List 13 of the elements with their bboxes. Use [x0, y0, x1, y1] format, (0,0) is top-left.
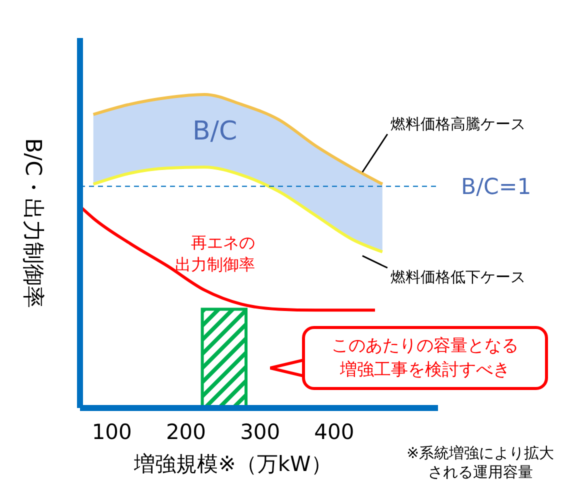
- series-label: 再エネの出力制御率: [174, 232, 256, 276]
- text: ※系統増強により拡大される運用容量: [405, 444, 556, 482]
- ref-line-label: B/C=1: [461, 175, 532, 200]
- x-axis-title: 増強規模※（万kW）: [133, 451, 333, 478]
- annotation: このあたりの容量となる増強工事を検討すべき: [330, 335, 520, 382]
- x-tick-label: 400: [314, 420, 354, 444]
- text: 燃料価格高騰ケース: [390, 115, 526, 134]
- x-tick-label: 200: [166, 420, 206, 444]
- annotation: B/C: [192, 116, 238, 147]
- x-tick-label: 100: [92, 420, 132, 444]
- y-axis-title: B/C・出力制御率: [20, 138, 46, 308]
- x-tick-label: 300: [240, 420, 280, 444]
- series-label: 燃料価格低下ケース: [390, 268, 526, 286]
